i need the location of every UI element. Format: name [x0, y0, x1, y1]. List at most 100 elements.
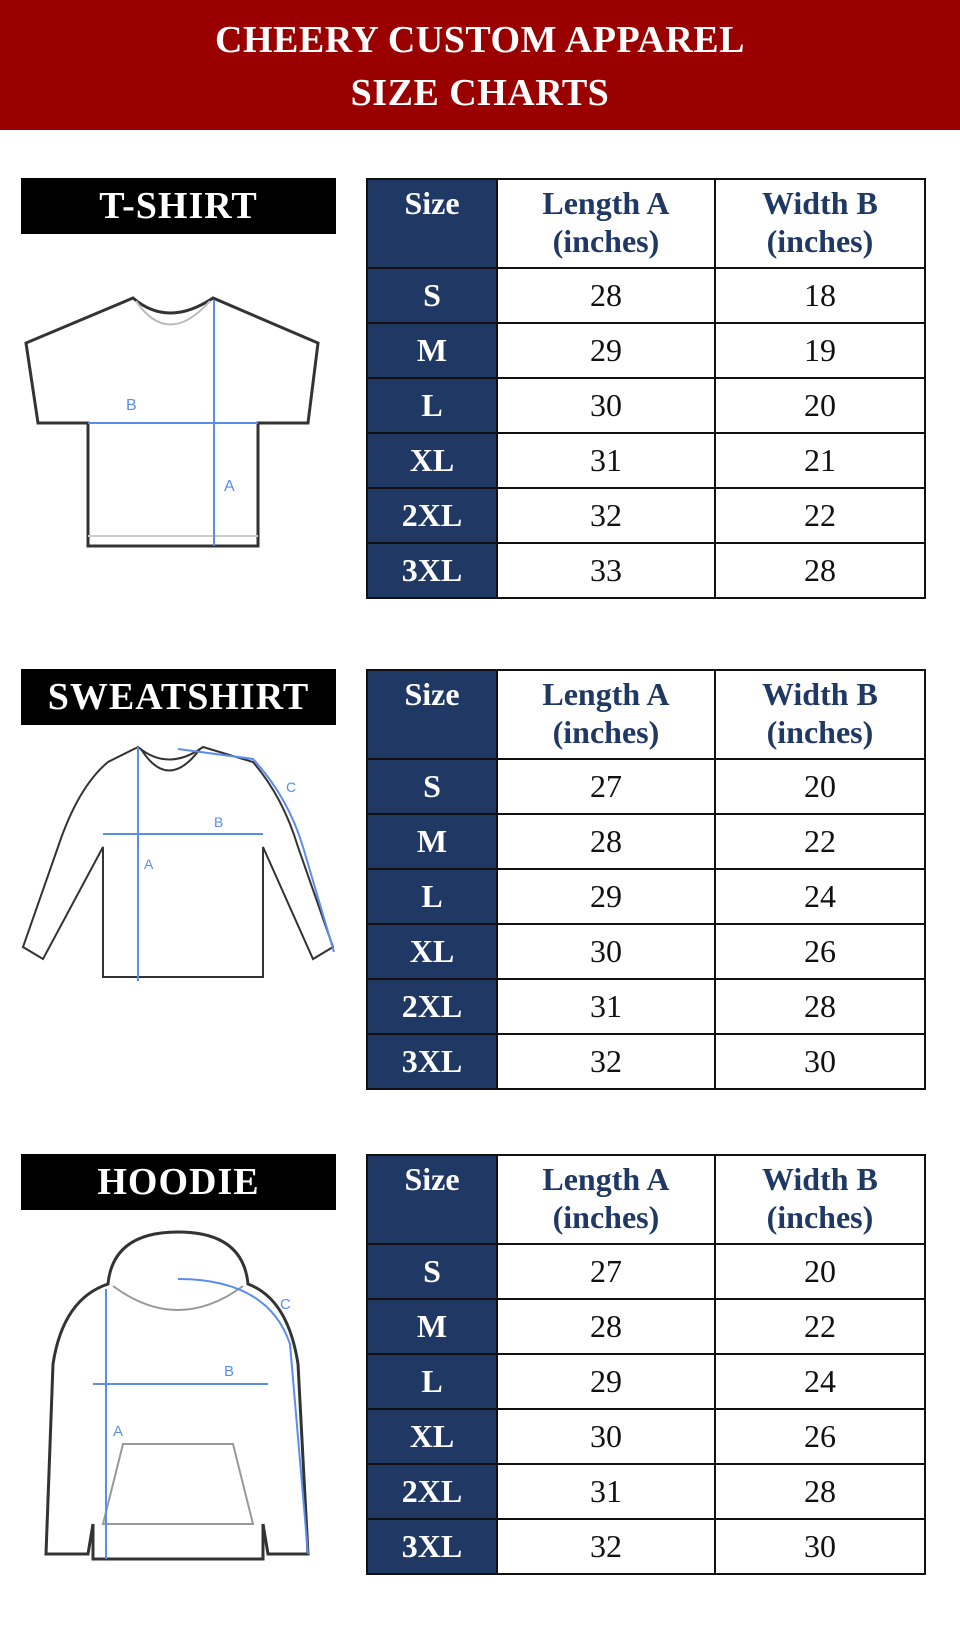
width-cell: 22: [713, 1298, 927, 1355]
length-cell: 32: [496, 487, 716, 544]
size-cell: 3XL: [366, 542, 498, 599]
width-cell: 26: [713, 1408, 927, 1465]
sweatshirt-section: SWEATSHIRT B A C Size Length A (inches) …: [0, 669, 960, 1109]
length-cell: 31: [496, 978, 716, 1035]
width-cell: 30: [713, 1033, 927, 1090]
table-header-row: Size Length A (inches) Width B (inches): [366, 178, 927, 269]
size-cell: M: [366, 322, 498, 379]
size-cell: XL: [366, 1408, 498, 1465]
table-row: 2XL 31 28: [366, 978, 927, 1035]
hoodie-size-table: Size Length A (inches) Width B (inches) …: [366, 1154, 927, 1575]
hoodie-section: HOODIE B A C Size Length A (inches) Widt…: [0, 1154, 960, 1594]
table-row: M 28 22: [366, 813, 927, 870]
size-cell: 2XL: [366, 978, 498, 1035]
size-cell: S: [366, 758, 498, 815]
width-cell: 24: [713, 868, 927, 925]
table-row: M 29 19: [366, 322, 927, 379]
table-row: L 29 24: [366, 1353, 927, 1410]
size-header: Size: [366, 669, 498, 760]
size-cell: 2XL: [366, 487, 498, 544]
width-cell: 20: [713, 377, 927, 434]
sweatshirt-title: SWEATSHIRT: [21, 669, 336, 725]
label-a: A: [224, 478, 235, 495]
table-row: 3XL 32 30: [366, 1033, 927, 1090]
width-cell: 21: [713, 432, 927, 489]
table-row: 3XL 32 30: [366, 1518, 927, 1575]
tshirt-diagram: B A: [18, 278, 338, 638]
width-cell: 22: [713, 487, 927, 544]
size-header: Size: [366, 1154, 498, 1245]
width-cell: 28: [713, 1463, 927, 1520]
length-cell: 29: [496, 868, 716, 925]
label-c: C: [280, 1296, 291, 1313]
length-cell: 28: [496, 1298, 716, 1355]
length-cell: 27: [496, 758, 716, 815]
tshirt-size-table: Size Length A (inches) Width B (inches) …: [366, 178, 927, 599]
length-header: Length A (inches): [496, 669, 716, 760]
size-cell: 3XL: [366, 1518, 498, 1575]
length-cell: 28: [496, 267, 716, 324]
size-cell: 2XL: [366, 1463, 498, 1520]
table-row: XL 30 26: [366, 1408, 927, 1465]
table-row: S 27 20: [366, 1243, 927, 1300]
table-row: 2XL 32 22: [366, 487, 927, 544]
size-cell: S: [366, 1243, 498, 1300]
page-header: CHEERY CUSTOM APPAREL SIZE CHARTS: [0, 0, 960, 130]
length-cell: 31: [496, 1463, 716, 1520]
width-header: Width B (inches): [713, 669, 927, 760]
hoodie-title: HOODIE: [21, 1154, 336, 1210]
tshirt-title: T-SHIRT: [21, 178, 336, 234]
size-cell: L: [366, 868, 498, 925]
label-b: B: [224, 1363, 234, 1380]
hoodie-diagram: B A C: [18, 1224, 338, 1584]
table-row: M 28 22: [366, 1298, 927, 1355]
size-cell: L: [366, 1353, 498, 1410]
length-cell: 29: [496, 322, 716, 379]
size-cell: XL: [366, 432, 498, 489]
table-row: 3XL 33 28: [366, 542, 927, 599]
width-cell: 28: [713, 978, 927, 1035]
label-b: B: [126, 397, 137, 414]
length-cell: 32: [496, 1033, 716, 1090]
length-header: Length A (inches): [496, 1154, 716, 1245]
size-header: Size: [366, 178, 498, 269]
header-title: CHEERY CUSTOM APPAREL: [215, 19, 745, 61]
size-cell: M: [366, 1298, 498, 1355]
table-row: L 29 24: [366, 868, 927, 925]
table-row: 2XL 31 28: [366, 1463, 927, 1520]
size-cell: S: [366, 267, 498, 324]
tshirt-section: T-SHIRT B A Size Length A (inches) Width…: [0, 178, 960, 618]
length-cell: 29: [496, 1353, 716, 1410]
sweatshirt-diagram: B A C: [18, 737, 338, 1097]
length-cell: 30: [496, 923, 716, 980]
table-row: L 30 20: [366, 377, 927, 434]
label-a: A: [113, 1423, 123, 1440]
table-row: XL 30 26: [366, 923, 927, 980]
width-cell: 18: [713, 267, 927, 324]
table-header-row: Size Length A (inches) Width B (inches): [366, 669, 927, 760]
width-cell: 30: [713, 1518, 927, 1575]
label-b: B: [214, 814, 223, 830]
width-cell: 20: [713, 758, 927, 815]
width-cell: 19: [713, 322, 927, 379]
length-cell: 31: [496, 432, 716, 489]
width-cell: 28: [713, 542, 927, 599]
label-a: A: [144, 856, 154, 872]
length-cell: 30: [496, 377, 716, 434]
width-cell: 22: [713, 813, 927, 870]
table-row: S 28 18: [366, 267, 927, 324]
width-cell: 26: [713, 923, 927, 980]
size-cell: 3XL: [366, 1033, 498, 1090]
length-header: Length A (inches): [496, 178, 716, 269]
size-cell: L: [366, 377, 498, 434]
length-cell: 33: [496, 542, 716, 599]
size-cell: M: [366, 813, 498, 870]
sweatshirt-size-table: Size Length A (inches) Width B (inches) …: [366, 669, 927, 1090]
size-cell: XL: [366, 923, 498, 980]
width-cell: 24: [713, 1353, 927, 1410]
length-cell: 28: [496, 813, 716, 870]
length-cell: 32: [496, 1518, 716, 1575]
length-cell: 30: [496, 1408, 716, 1465]
label-c: C: [286, 779, 296, 795]
length-cell: 27: [496, 1243, 716, 1300]
